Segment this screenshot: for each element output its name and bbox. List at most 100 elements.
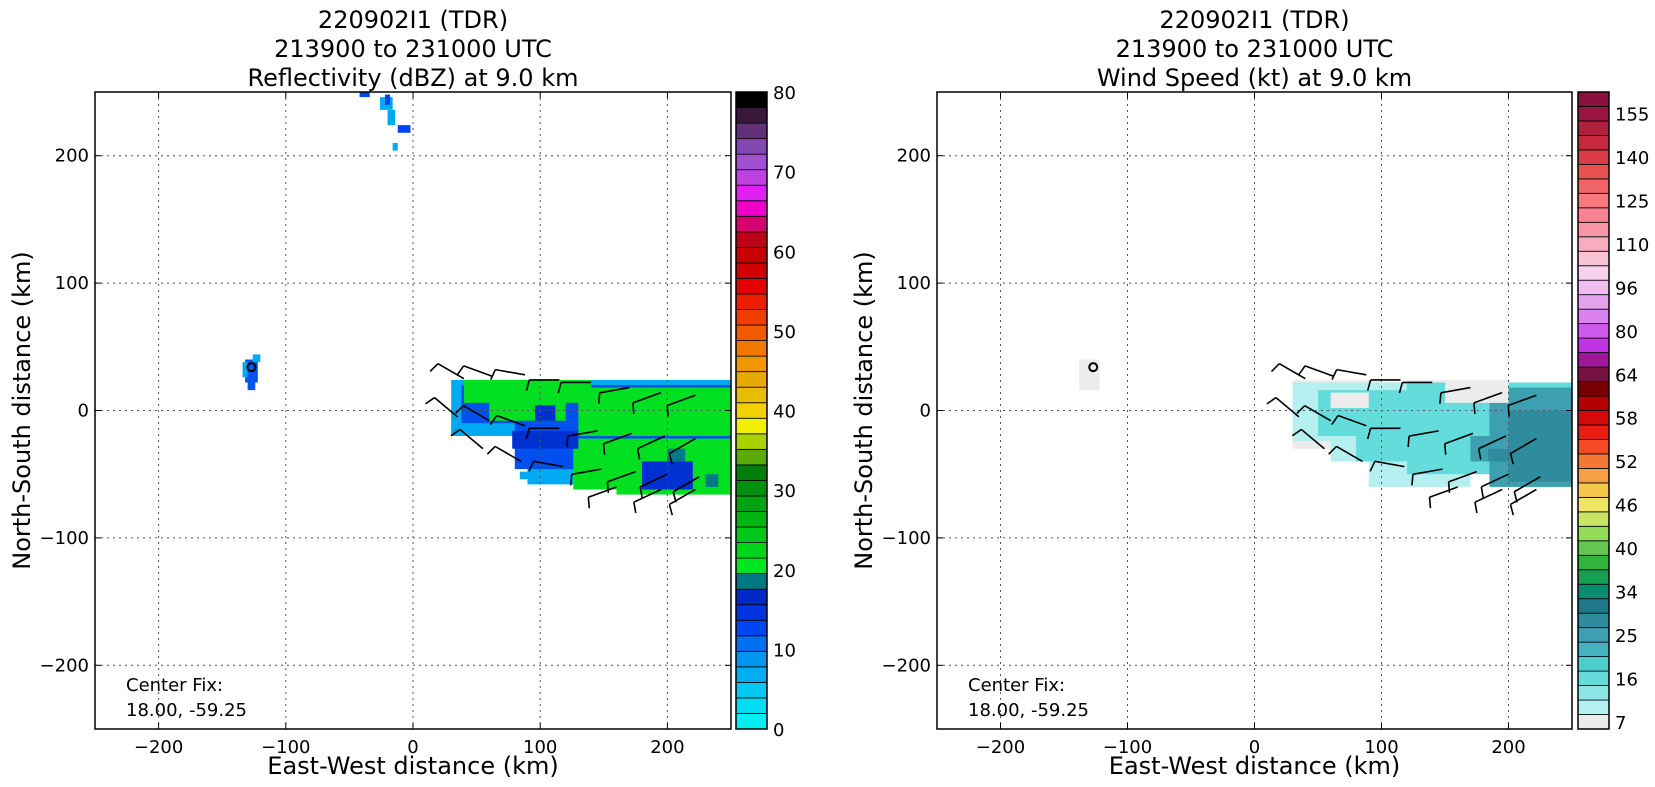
wind-barb xyxy=(1474,488,1503,514)
wind-barb-staff xyxy=(1513,476,1541,493)
chart-title-line: 220902I1 (TDR) xyxy=(318,6,508,34)
center-fix-marker xyxy=(246,362,257,373)
wind-barb-flag xyxy=(450,428,461,437)
wind-barb-staff xyxy=(533,460,564,468)
wind-barb-staff xyxy=(1304,365,1334,377)
colorbar-segment xyxy=(1577,410,1610,426)
center-fix-annotation: 18.00, -59.25 xyxy=(126,700,247,721)
wind-barb-flag xyxy=(1428,497,1432,509)
wind-barb xyxy=(1447,470,1478,493)
colorbar-segment xyxy=(735,417,768,435)
colorbar-segment xyxy=(735,573,768,590)
colorbar-label: 70 xyxy=(773,163,796,184)
wind-barb xyxy=(528,460,564,472)
wind-barb xyxy=(569,468,602,486)
colorbar-segment xyxy=(735,386,768,404)
x-axis-label: East-West distance (km) xyxy=(267,752,558,780)
wind-barb xyxy=(1509,488,1537,516)
wind-barb-staff xyxy=(1480,473,1509,488)
x-axis-label: East-West distance (km) xyxy=(1109,752,1400,780)
colorbar-segment xyxy=(735,138,768,155)
colorbar-segment xyxy=(1577,627,1610,643)
wind-barb-staff xyxy=(494,445,522,463)
colorbar-frame xyxy=(735,91,768,730)
wind-barb-flag xyxy=(454,405,464,415)
y-tick-label: −200 xyxy=(40,655,89,676)
colorbar-segment xyxy=(1577,221,1610,238)
data-cell xyxy=(535,405,556,421)
center-fix-marker xyxy=(1088,362,1099,373)
wind-barb xyxy=(1270,362,1306,380)
wind-barb-flag xyxy=(425,396,435,405)
wind-barb-staff xyxy=(1304,404,1332,422)
colorbar-segment xyxy=(735,650,768,668)
colorbar-segment xyxy=(1577,612,1610,629)
chart-title-line: 213900 to 231000 UTC xyxy=(1116,35,1394,63)
wind-barb xyxy=(666,394,696,417)
colorbar-segment xyxy=(1577,192,1610,209)
wind-barb xyxy=(1443,432,1474,455)
colorbar-label: 25 xyxy=(1615,626,1638,647)
colorbar-segment xyxy=(735,231,768,248)
colorbar-segment xyxy=(735,666,768,683)
wind-barb-flag xyxy=(1507,405,1511,417)
wind-barb-flag xyxy=(1473,402,1476,414)
wind-barb-flag xyxy=(566,436,569,448)
colorbar-segment xyxy=(735,371,768,388)
wind-barb xyxy=(639,473,668,498)
colorbar-segment xyxy=(1577,569,1610,585)
colorbar-segment xyxy=(1577,598,1610,614)
wind-barb-staff xyxy=(669,437,696,455)
wind-barb-flag xyxy=(1366,379,1372,391)
wind-barb-staff xyxy=(1507,394,1537,407)
wind-barb-flag xyxy=(639,486,643,498)
colorbar-segment xyxy=(1577,250,1610,267)
wind-barb-flag xyxy=(1474,502,1478,514)
wind-barb-staff xyxy=(599,386,630,394)
wind-barb-flag xyxy=(1480,486,1485,498)
y-tick-label: 200 xyxy=(55,146,89,167)
wind-barb-staff xyxy=(588,486,617,498)
wind-barb-staff xyxy=(1275,396,1300,418)
colorbar-segment xyxy=(1577,424,1610,440)
wind-barb-flag xyxy=(668,453,674,465)
wind-barb-flag xyxy=(429,363,439,372)
wind-barb xyxy=(633,488,662,514)
colorbar-label: 46 xyxy=(1615,496,1638,517)
wind-barb-staff xyxy=(633,488,662,503)
data-cell xyxy=(1079,359,1100,391)
data-cell xyxy=(519,471,531,480)
wind-barb-staff xyxy=(496,414,526,427)
wind-barb xyxy=(525,427,560,440)
wind-barb xyxy=(668,488,696,516)
wind-barb-flag xyxy=(525,428,531,440)
wind-barb-flag xyxy=(569,474,573,486)
colorbar-segment xyxy=(1577,308,1610,325)
wind-barb-flag xyxy=(633,502,637,514)
colorbar-segment xyxy=(1577,496,1610,513)
wind-barb-staff xyxy=(632,391,662,404)
colorbar-segment xyxy=(735,402,768,419)
y-tick-label: 0 xyxy=(920,401,931,422)
wind-barb-flag xyxy=(602,443,606,455)
wind-barb-flag xyxy=(1328,445,1338,455)
wind-barb xyxy=(450,428,484,450)
colorbar-segment xyxy=(1577,511,1610,527)
colorbar-segment xyxy=(735,542,768,559)
colorbar-label: 140 xyxy=(1615,148,1649,169)
x-tick-label: −100 xyxy=(261,737,310,758)
colorbar-segment xyxy=(1577,149,1610,165)
wind-barb xyxy=(636,435,666,460)
wind-barb xyxy=(587,486,617,509)
wind-barb-staff xyxy=(571,468,602,476)
wind-barb-flag xyxy=(666,405,669,417)
center-fix-annotation: Center Fix: xyxy=(968,675,1065,696)
colorbar-segment xyxy=(1577,583,1610,600)
colorbar-segment xyxy=(735,200,768,217)
wind-barb xyxy=(606,470,636,493)
wind-barb-flag xyxy=(1398,382,1404,394)
colorbar-segment xyxy=(1577,381,1610,397)
wind-barb xyxy=(1331,368,1367,380)
wind-barb-staff xyxy=(1278,362,1306,380)
